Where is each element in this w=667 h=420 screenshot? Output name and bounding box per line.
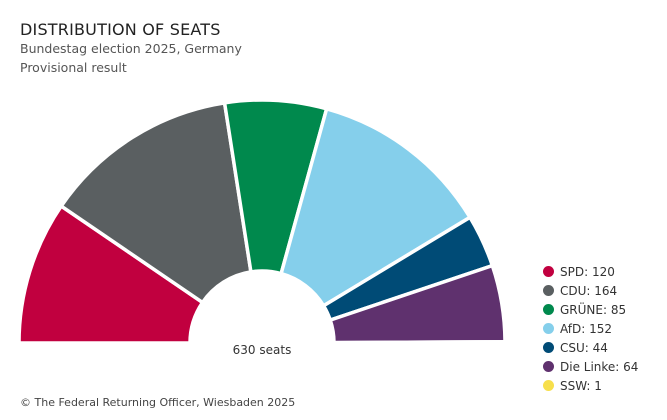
legend-swatch — [543, 266, 554, 277]
chart-subtitle: Bundestag election 2025, Germany — [20, 41, 242, 56]
seat-wedge-spd — [17, 203, 205, 345]
legend-label: AfD: 152 — [560, 321, 613, 336]
legend-swatch — [543, 323, 554, 334]
legend-swatch — [543, 304, 554, 315]
legend-label: GRÜNE: 85 — [560, 302, 627, 317]
seat-wedge-afd — [278, 106, 473, 309]
legend-label: CDU: 164 — [560, 283, 618, 298]
legend-item: CSU: 44 — [543, 338, 638, 357]
total-seats-label: 630 seats — [233, 343, 292, 357]
legend-swatch — [543, 342, 554, 353]
chart-title: DISTRIBUTION OF SEATS — [20, 20, 221, 39]
legend-swatch — [543, 380, 554, 391]
legend-item: CDU: 164 — [543, 281, 638, 300]
seat-wedge-ssw — [332, 340, 507, 345]
legend-item: GRÜNE: 85 — [543, 300, 638, 319]
seat-wedge-cdu — [58, 100, 253, 305]
legend-item: AfD: 152 — [543, 319, 638, 338]
chart-subtitle-status: Provisional result — [20, 60, 127, 75]
legend-item: Die Linke: 64 — [543, 357, 638, 376]
legend-item: SSW: 1 — [543, 376, 638, 395]
legend-item: SPD: 120 — [543, 262, 638, 281]
legend-label: Die Linke: 64 — [560, 359, 639, 374]
legend-swatch — [543, 285, 554, 296]
chart-legend: SPD: 120 CDU: 164 GRÜNE: 85 AfD: 152 CSU: 44… — [543, 262, 638, 395]
legend-swatch — [543, 361, 554, 372]
legend-label: CSU: 44 — [560, 340, 608, 355]
legend-label: SSW: 1 — [560, 378, 602, 393]
copyright-footer: © The Federal Returning Officer, Wiesbad… — [20, 396, 296, 409]
legend-label: SPD: 120 — [560, 264, 615, 279]
